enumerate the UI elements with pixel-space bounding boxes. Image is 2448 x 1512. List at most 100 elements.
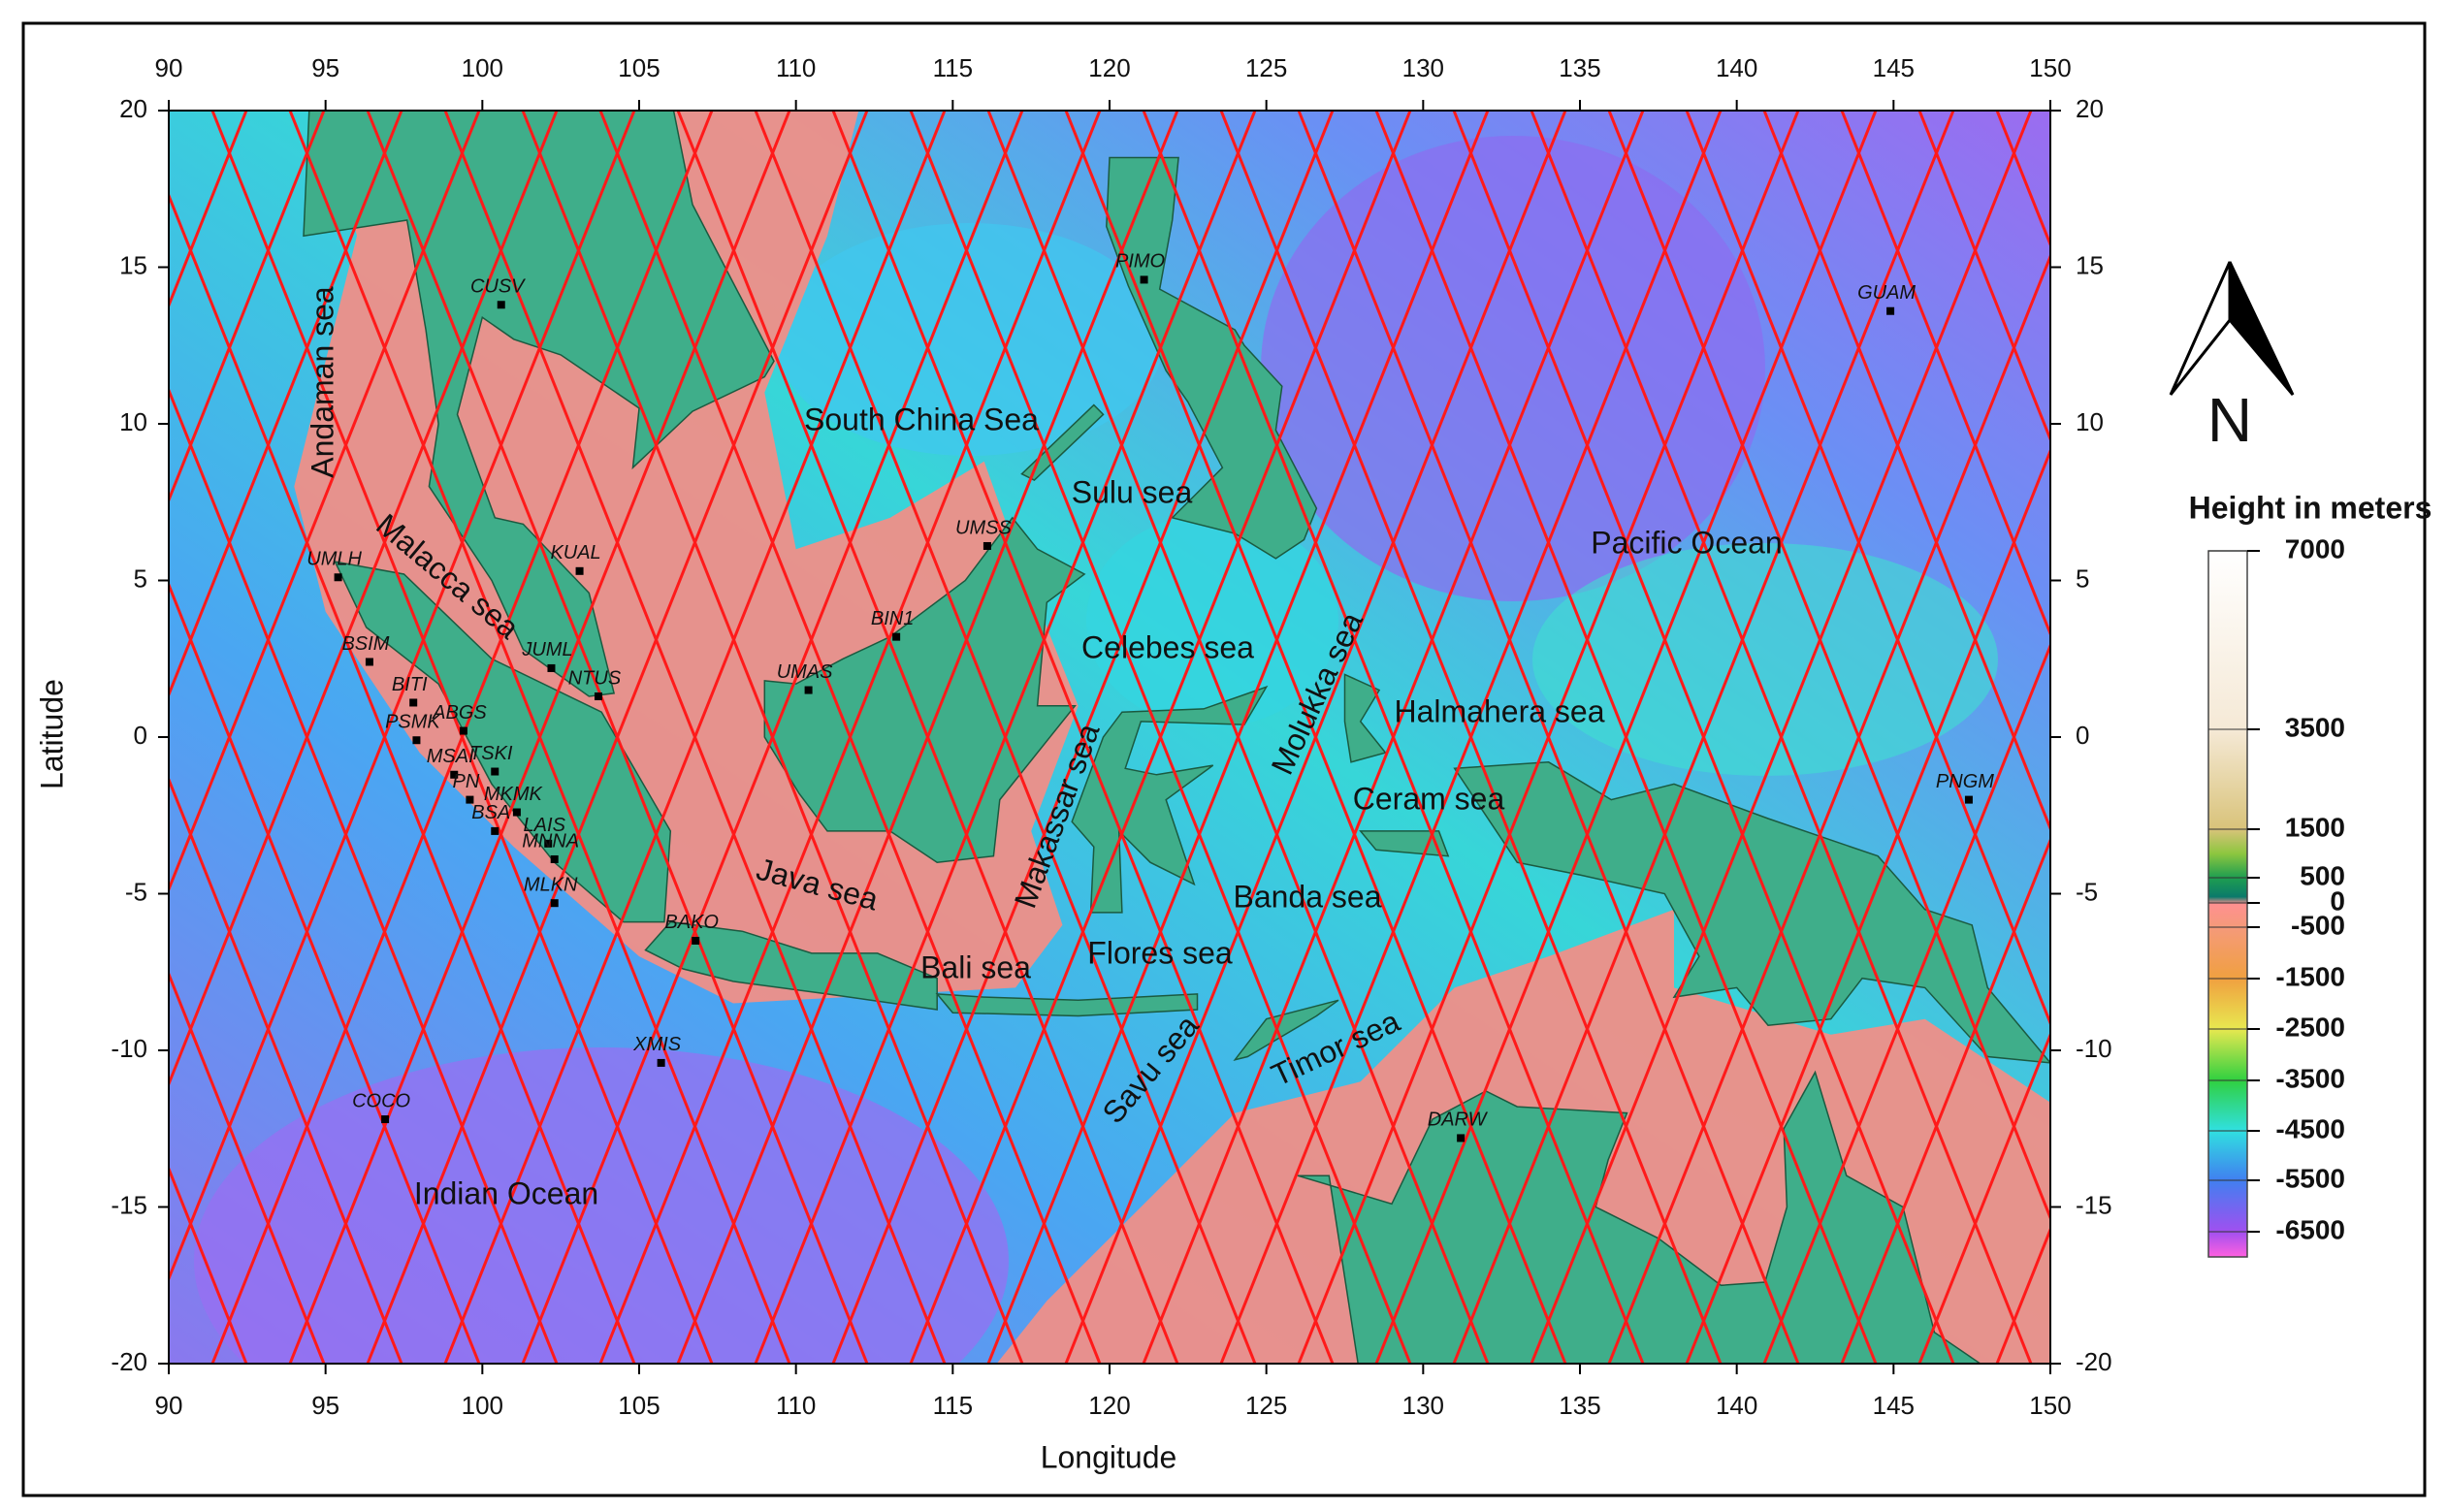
- x-tick-label: 90: [155, 53, 183, 82]
- land: [1453, 761, 2050, 1064]
- station-marker: [982, 541, 991, 550]
- station-marker: [1886, 306, 1895, 315]
- y-tick-label: -5: [2076, 877, 2098, 906]
- y-tick-label: -20: [2076, 1347, 2112, 1376]
- station-marker: [692, 936, 700, 945]
- station-label: BITI: [392, 674, 428, 695]
- station-label: ABGS: [432, 702, 487, 724]
- ground-track: [1840, 111, 2050, 638]
- ground-track: [366, 111, 869, 1364]
- ground-track: [598, 111, 1102, 1364]
- region-label: Pacific Ocean: [1591, 525, 1782, 560]
- colorbar-label: -1500: [2275, 961, 2345, 991]
- x-tick-label: 100: [462, 53, 503, 82]
- ground-track: [1917, 1031, 2050, 1364]
- station-marker: [412, 736, 421, 745]
- station-label: LAIS: [524, 815, 566, 836]
- region-label: Indian Ocean: [414, 1175, 598, 1210]
- x-tick-label: 120: [1088, 1391, 1130, 1420]
- x-tick-label: 145: [1873, 53, 1915, 82]
- colorbar-label: 7000: [2285, 533, 2345, 563]
- station-marker: [334, 573, 342, 582]
- station-marker: [544, 839, 553, 848]
- station-label: BSIM: [341, 633, 389, 655]
- colorbar-label: -500: [2291, 910, 2345, 940]
- station-marker: [466, 795, 474, 804]
- y-tick-label: 15: [2076, 250, 2104, 279]
- x-tick-label: 100: [462, 1391, 503, 1420]
- ground-track: [443, 111, 947, 1364]
- y-tick-label: -5: [125, 877, 147, 906]
- land: [1297, 1070, 1982, 1364]
- colorbar-label: -2500: [2275, 1012, 2345, 1042]
- ground-track: [169, 111, 559, 1088]
- x-tick-label: 115: [933, 1391, 973, 1420]
- north-arrow-left: [2169, 261, 2232, 396]
- region-label: Bali sea: [920, 949, 1031, 984]
- ground-track: [169, 111, 481, 893]
- y-tick-label: 10: [2076, 407, 2104, 436]
- region-label: Celebes sea: [1081, 629, 1254, 664]
- region-label: Sulu sea: [1072, 474, 1193, 509]
- ground-track: [909, 111, 1412, 1364]
- basin: [776, 223, 1164, 456]
- station-marker: [1457, 1134, 1466, 1142]
- station-label: MNNA: [522, 830, 579, 852]
- ground-track: [1297, 111, 1800, 1364]
- ground-track: [1142, 111, 1645, 1364]
- station-label: CUSV: [470, 276, 526, 298]
- colorbar-label: 1500: [2285, 812, 2345, 842]
- x-tick-label: 150: [2029, 1391, 2071, 1420]
- y-tick-label: 0: [2076, 721, 2089, 750]
- station-label: PN: [453, 771, 480, 792]
- x-tick-label: 135: [1559, 53, 1600, 82]
- y-tick-label: -10: [2076, 1034, 2112, 1063]
- ground-track: [1219, 111, 1723, 1364]
- ground-track: [831, 111, 1335, 1364]
- deep-basin: [1261, 136, 1765, 601]
- y-tick-label: 5: [134, 563, 147, 593]
- y-tick-label: 20: [119, 94, 147, 123]
- station-label: GUAM: [1857, 282, 1916, 304]
- station-marker: [459, 726, 467, 735]
- station-marker: [892, 632, 901, 641]
- region-label: Banda sea: [1233, 879, 1381, 914]
- y-axis-label: Latitude: [34, 679, 69, 789]
- y-tick-label: -15: [111, 1190, 147, 1219]
- y-tick-label: 10: [119, 407, 147, 436]
- ground-track: [288, 111, 791, 1364]
- ground-track: [676, 111, 1179, 1364]
- ground-track: [2075, 111, 2448, 1364]
- x-tick-label: 105: [618, 1391, 660, 1420]
- station-marker: [497, 301, 505, 309]
- ground-track: [169, 775, 403, 1364]
- ground-track: [169, 111, 326, 504]
- ground-track: [521, 111, 1024, 1364]
- ground-track: [1607, 252, 2050, 1364]
- station-label: NTUS: [568, 667, 622, 689]
- ground-track: [169, 111, 636, 1283]
- region-label: Andaman sea: [305, 286, 339, 478]
- ground-track: [1374, 111, 1878, 1364]
- x-tick-label: 150: [2029, 53, 2071, 82]
- colorbar-label: -3500: [2275, 1063, 2345, 1093]
- y-tick-label: -20: [111, 1347, 147, 1376]
- colorbar-label: 500: [2300, 860, 2345, 890]
- north-label: N: [2207, 385, 2252, 455]
- y-tick-label: -10: [111, 1034, 147, 1063]
- station-label: BIN1: [871, 608, 914, 629]
- land: [1106, 156, 1318, 560]
- station-marker: [512, 808, 521, 817]
- region-label: Flores sea: [1087, 935, 1233, 970]
- station-marker: [804, 686, 813, 694]
- ground-track: [1840, 836, 2050, 1364]
- station-label: UMLH: [306, 549, 362, 570]
- station-marker: [491, 767, 499, 776]
- station-label: XMIS: [632, 1034, 682, 1055]
- x-tick-label: 110: [776, 53, 816, 82]
- x-tick-label: 95: [311, 1391, 339, 1420]
- station-marker: [550, 854, 559, 863]
- ground-track: [1452, 111, 1955, 1364]
- map-area: [169, 111, 2448, 1364]
